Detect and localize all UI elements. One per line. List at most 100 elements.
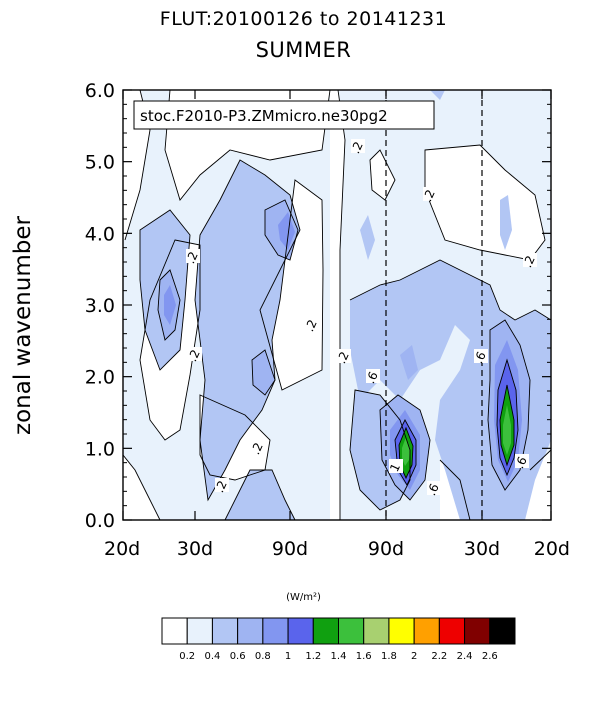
contour-line xyxy=(199,394,271,481)
contour-line xyxy=(259,179,324,391)
white-region xyxy=(525,450,551,520)
contour-label: .2 xyxy=(334,349,352,366)
contour-fills xyxy=(123,90,551,520)
colorbar-swatch xyxy=(464,617,491,645)
contour-line xyxy=(251,349,276,396)
contour-line xyxy=(349,259,552,321)
contour-label: .2 xyxy=(212,478,230,495)
contour-label-text: .2 xyxy=(302,317,320,333)
x-tick-label: 90d xyxy=(272,538,308,560)
contour-label-text: .6 xyxy=(363,369,381,385)
colorbar: 0.2 0.4 0.6 0.8 1 1.2 1.4 1.6 1.8 2 2.2 2.4 2.6 xyxy=(161,617,516,662)
fill-08 xyxy=(278,212,295,250)
contour-label-bg xyxy=(337,349,351,363)
chart-subtitle: SUMMER xyxy=(255,38,352,62)
colorbar-swatch xyxy=(262,617,289,645)
contour-label-bg xyxy=(423,187,437,201)
fill-04 xyxy=(360,215,375,260)
colorbar-swatch xyxy=(489,617,516,645)
contour-label: .2 xyxy=(520,253,538,270)
contour-label-text: .2 xyxy=(334,349,352,365)
y-tick-label: 1.0 xyxy=(85,438,115,460)
colorbar-swatch xyxy=(237,617,264,645)
contour-line xyxy=(224,469,296,521)
contour-label-bg xyxy=(389,459,403,473)
y-tick-label: 4.0 xyxy=(85,223,115,245)
contour-label-bg xyxy=(427,481,441,495)
contour-label-text: .2 xyxy=(183,249,201,265)
contour-label-bg xyxy=(186,249,200,263)
contour-label: .2 xyxy=(185,347,203,364)
contour-label-bg xyxy=(305,317,319,331)
legend-text: stoc.F2010-P3.ZMmicro.ne30pg2 xyxy=(140,107,388,125)
colorbar-label: 0.2 xyxy=(179,651,195,662)
contour-label: .6 xyxy=(471,349,489,366)
contour-label-text: .2 xyxy=(420,187,438,203)
x-tick-label: 30d xyxy=(177,538,213,560)
colorbar-label: 1.4 xyxy=(331,651,347,662)
colorbar-swatch xyxy=(287,617,314,645)
contour-line xyxy=(496,358,519,477)
contour-label-bg xyxy=(251,440,265,454)
contour-label-bg xyxy=(215,478,229,492)
contour-label-text: .6 xyxy=(424,481,442,497)
x-tick-label: 20d xyxy=(104,538,140,560)
contour-label-text: .6 xyxy=(471,349,489,365)
contour-label-bg xyxy=(515,454,529,468)
contour-label-text: .2 xyxy=(348,139,366,155)
contour-label: .2 xyxy=(248,440,266,457)
y-tick-label: 5.0 xyxy=(85,152,115,174)
colorbar-label: 1.2 xyxy=(305,651,321,662)
white-region xyxy=(330,90,345,520)
colorbar-swatch xyxy=(312,617,339,645)
white-region xyxy=(260,180,323,390)
contour-line xyxy=(157,269,181,341)
colorbar-label: 2.4 xyxy=(457,651,473,662)
contour-line xyxy=(139,209,191,371)
legend-box xyxy=(133,100,435,130)
colorbar-swatch xyxy=(363,617,390,645)
fill-04 xyxy=(225,470,295,520)
colorbar-units: (W/m²) xyxy=(286,592,321,603)
contour-label-text: .6 xyxy=(512,454,530,470)
colorbar-swatch xyxy=(413,617,440,645)
white-region xyxy=(123,455,160,520)
contour-label-text: .2 xyxy=(185,347,203,363)
y-tick-label: 0.0 xyxy=(85,510,115,532)
contour-label: .6 xyxy=(512,454,530,471)
colorbar-label: 0.6 xyxy=(230,651,246,662)
fill-04 xyxy=(430,90,445,100)
colorbar-label: 0.8 xyxy=(255,651,271,662)
contour-line xyxy=(264,199,299,261)
white-region xyxy=(370,150,395,200)
colorbar-label: 1 xyxy=(285,651,291,662)
y-tick-label: 2.0 xyxy=(85,367,115,389)
contour-label-bg xyxy=(351,139,365,153)
colorbar-label: 2.2 xyxy=(431,651,447,662)
y-tick-label: 3.0 xyxy=(85,295,115,317)
contour-label: .6 xyxy=(424,481,442,498)
contour-label-bg xyxy=(366,369,380,383)
contour-labels: .2 .2 .2 .2 .2 .2 .2 .2 .2 .6 .6 .6 .6 1 xyxy=(183,139,538,498)
fill-06 xyxy=(252,350,275,395)
colorbar-label: 2.6 xyxy=(482,651,498,662)
contour-line xyxy=(529,449,552,471)
y-ticks: 0.0 1.0 2.0 3.0 4.0 5.0 6.0 xyxy=(85,80,551,532)
colorbar-swatch xyxy=(161,617,188,645)
x-ticks: 20d 30d 90d 90d 30d 20d xyxy=(104,90,570,560)
colorbar-swatch xyxy=(438,617,466,645)
contour-label-bg xyxy=(523,253,537,267)
white-region xyxy=(425,145,545,260)
colorbar-label: 0.4 xyxy=(204,651,220,662)
fill-08 xyxy=(164,285,176,325)
contour-label-text: .2 xyxy=(248,440,266,456)
contour-label-bg xyxy=(188,347,202,361)
contour-line xyxy=(439,459,471,521)
colorbar-label: 1.8 xyxy=(381,651,397,662)
fill-14 xyxy=(503,405,511,455)
contour-line xyxy=(164,89,331,201)
contour-label: .2 xyxy=(420,187,438,204)
contour-label: .2 xyxy=(348,139,366,156)
contour-label: .2 xyxy=(302,317,320,334)
